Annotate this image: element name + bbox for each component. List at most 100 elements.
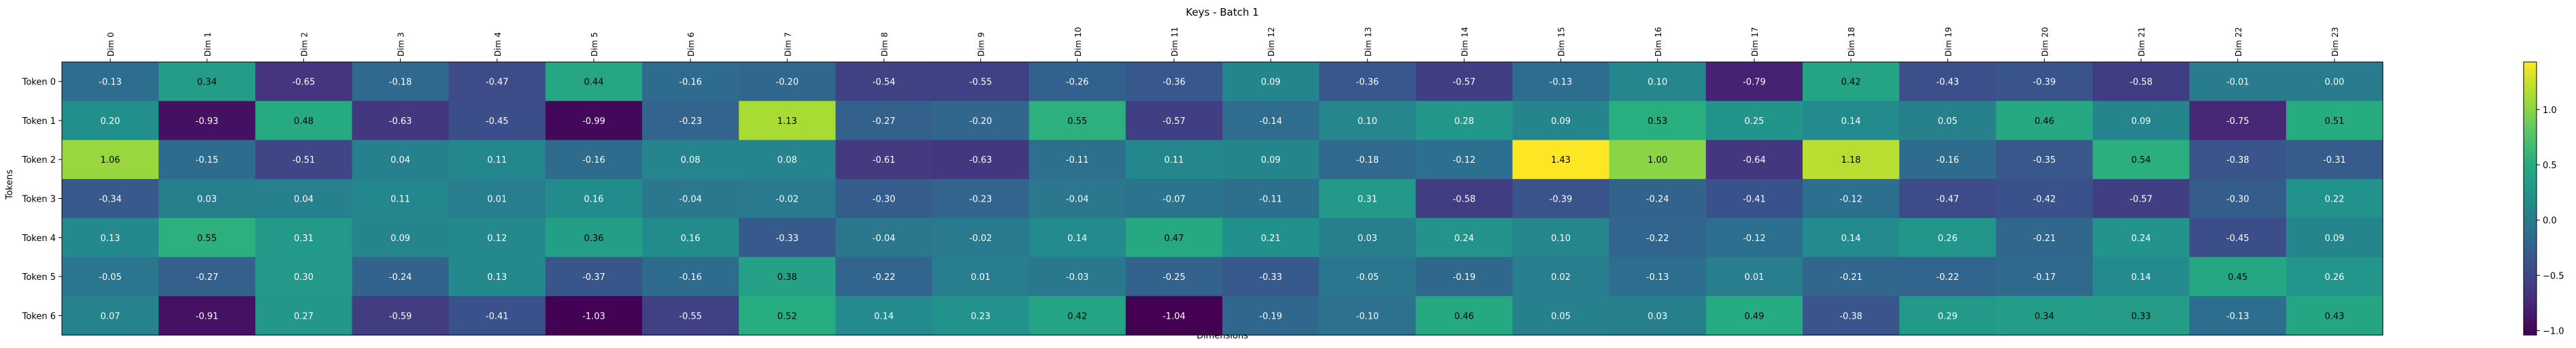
cell-value-label: -0.18 (1356, 155, 1379, 165)
cell-value-label: -0.39 (1550, 195, 1573, 205)
heatmap-cell (932, 62, 1030, 101)
heatmap-cell (2189, 218, 2287, 258)
heatmap-cell (545, 140, 643, 180)
heatmap-cell (835, 178, 933, 219)
cell-value-label: -0.35 (2033, 155, 2056, 165)
x-tick-label: Dim 19 (1943, 27, 1953, 57)
cell-value-label: 0.10 (1647, 78, 1667, 88)
x-tick-label: Dim 5 (590, 32, 599, 57)
cell-value-label: -0.16 (679, 272, 702, 283)
cell-value-label: -0.91 (195, 311, 218, 321)
cell-value-label: -0.55 (679, 311, 702, 321)
heatmap-cell (2189, 62, 2287, 101)
cell-value-label: -0.16 (1936, 155, 1959, 165)
heatmap-cell (2286, 62, 2383, 101)
heatmap-cell (739, 178, 836, 219)
cell-value-label: 0.48 (294, 116, 314, 127)
cell-value-label: 0.00 (2324, 78, 2344, 88)
heatmap-cell (835, 140, 933, 180)
heatmap-cell (1996, 178, 2094, 219)
cell-value-label: -0.31 (2323, 155, 2346, 165)
cell-value-label: 1.00 (1647, 155, 1667, 165)
cell-value-label: -0.11 (1259, 195, 1282, 205)
cell-value-label: 0.07 (101, 311, 120, 321)
cell-value-label: -1.04 (1162, 311, 1186, 321)
x-tick-label: Dim 8 (880, 32, 889, 57)
heatmap-cell (642, 101, 739, 141)
heatmap-cell (2189, 257, 2287, 297)
x-tick-label: Dim 11 (1170, 27, 1180, 57)
heatmap-cell (1222, 101, 1320, 141)
cell-value-label: -0.42 (2033, 195, 2056, 205)
cell-value-label: -0.39 (2033, 78, 2056, 88)
heatmap-cell (62, 101, 159, 141)
heatmap-cell (1319, 296, 1416, 336)
cell-value-label: 0.52 (777, 311, 797, 321)
x-tick-label: Dim 0 (106, 32, 116, 57)
heatmap-cell (62, 140, 159, 180)
heatmap-cell (932, 101, 1030, 141)
heatmap-cell (352, 218, 450, 258)
x-tick-label: Dim 7 (783, 32, 792, 57)
cell-value-label: -0.20 (775, 78, 799, 88)
heatmap-cell (1222, 62, 1320, 101)
heatmap-cell (835, 257, 933, 297)
heatmap-cell (255, 178, 353, 219)
cell-value-label: 0.28 (1454, 116, 1474, 127)
heatmap-cell (1512, 296, 1610, 336)
cell-value-label: 0.27 (294, 311, 314, 321)
cell-value-label: 1.18 (1841, 155, 1861, 165)
heatmap-cell (932, 178, 1030, 219)
cell-value-label: -0.11 (1066, 155, 1089, 165)
cell-value-label: -0.63 (969, 155, 992, 165)
cell-value-label: -0.79 (1743, 78, 1766, 88)
heatmap-cell (1028, 218, 1126, 258)
x-tick-label: Dim 6 (686, 32, 696, 57)
heatmap-cell (1319, 62, 1416, 101)
heatmap-cell (2092, 178, 2190, 219)
cell-value-label: -0.20 (969, 116, 992, 127)
cell-value-label: -0.13 (1550, 78, 1573, 88)
cell-value-label: 0.16 (681, 234, 701, 244)
cell-value-label: 0.45 (2228, 272, 2247, 283)
cell-value-label: 0.08 (777, 155, 797, 165)
cell-value-label: 0.22 (2324, 195, 2344, 205)
heatmap-cell (352, 62, 450, 101)
cell-value-label: -0.30 (2226, 195, 2249, 205)
cell-value-label: -0.18 (389, 78, 412, 88)
heatmap-cell (1125, 296, 1223, 336)
heatmap-cell (158, 62, 256, 101)
cell-value-label: -0.37 (582, 272, 605, 283)
heatmap-cell (1609, 62, 1707, 101)
heatmap-cell (448, 257, 546, 297)
x-tick-label: Dim 1 (203, 32, 212, 57)
cell-value-label: 0.31 (294, 234, 314, 244)
heatmap-cell (352, 257, 450, 297)
heatmap-cell (1222, 218, 1320, 258)
heatmap-cell (255, 296, 353, 336)
heatmap-cell (255, 140, 353, 180)
heatmap-cell (932, 140, 1030, 180)
heatmap-cell (1899, 257, 1996, 297)
cell-value-label: -0.45 (486, 116, 509, 127)
heatmap-cell (1319, 101, 1416, 141)
cell-value-label: 0.47 (1164, 234, 1184, 244)
cell-value-label: -0.61 (873, 155, 896, 165)
heatmap-cell (255, 218, 353, 258)
heatmap-cell (739, 140, 836, 180)
heatmap-cell (158, 178, 256, 219)
cell-value-label: -0.05 (99, 272, 122, 283)
cell-value-label: 0.26 (2324, 272, 2344, 283)
x-tick-label: Dim 14 (1460, 27, 1469, 57)
cell-value-label: 0.11 (390, 195, 410, 205)
cell-value-label: -0.05 (1356, 272, 1379, 283)
cell-value-label: 1.06 (101, 155, 120, 165)
cell-value-label: -0.55 (969, 78, 992, 88)
cell-value-label: 0.42 (1841, 78, 1861, 88)
cell-value-label: -0.23 (969, 195, 992, 205)
cell-value-label: -0.19 (1259, 311, 1282, 321)
heatmap-cell (62, 218, 159, 258)
colorbar: −1.0 −0.5 0.0 0.5 1.0 (2523, 61, 2564, 337)
cell-value-label: -0.17 (2033, 272, 2056, 283)
